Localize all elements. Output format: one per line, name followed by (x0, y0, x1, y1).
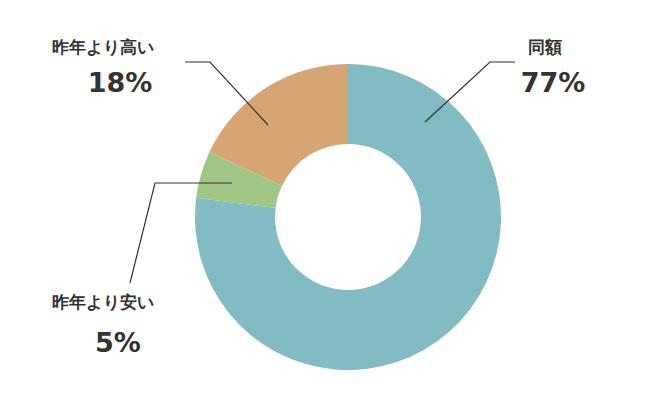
svg-text:昨年より高い: 昨年より高い (52, 37, 154, 57)
svg-text:77%: 77% (521, 67, 586, 98)
svg-text:18%: 18% (88, 67, 153, 98)
svg-text:昨年より安い: 昨年より安い (52, 292, 154, 312)
svg-text:5%: 5% (95, 327, 141, 358)
svg-text:同額: 同額 (528, 37, 562, 57)
